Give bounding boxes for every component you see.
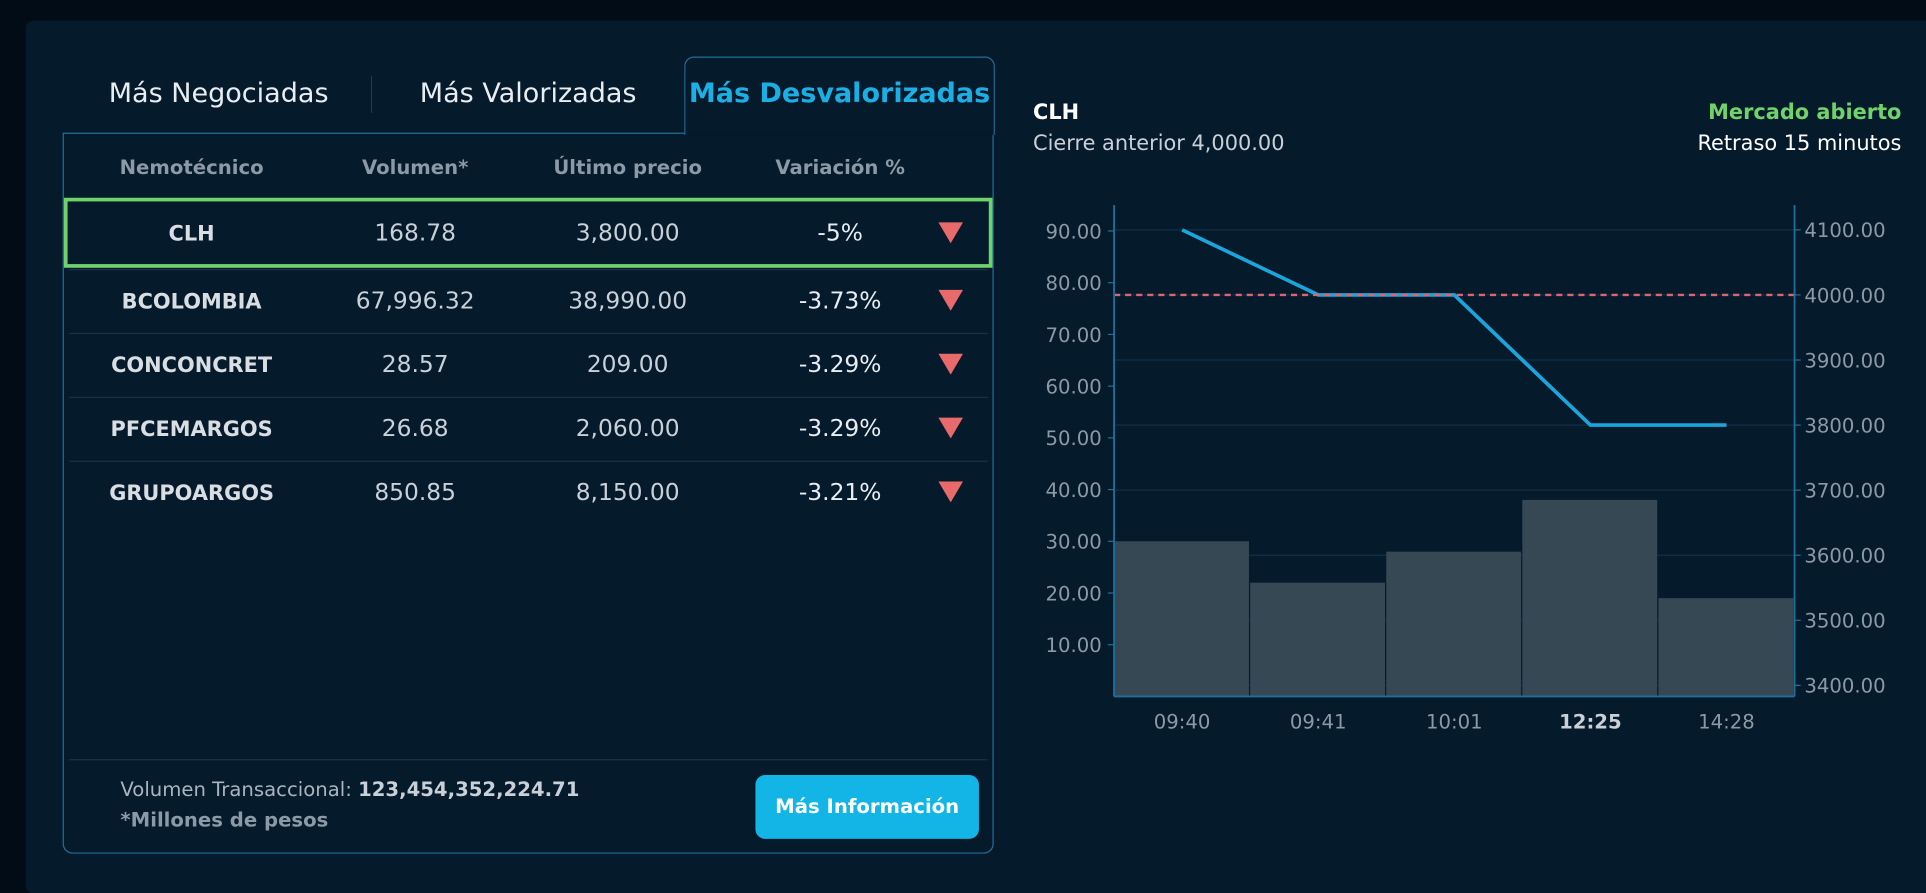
row-separator — [68, 268, 988, 271]
row-separator — [68, 460, 988, 462]
y2-tick-label: 3500.00 — [1804, 610, 1885, 633]
row-separator — [68, 332, 988, 335]
table-cell: BCOLOMBIA — [121, 289, 262, 315]
x-tick-label: 09:41 — [1290, 710, 1347, 733]
down-arrow — [938, 353, 963, 375]
footer-divider — [68, 759, 988, 761]
ticker: CLH — [1033, 100, 1080, 126]
table-cell: -5% — [817, 219, 863, 247]
table-cell: 67,996.32 — [355, 287, 475, 315]
volume-note: *Millones de pesos — [120, 808, 329, 832]
table-cell: CLH — [168, 222, 215, 247]
y-tick-label: 10.00 — [1046, 634, 1102, 657]
down-arrow — [938, 222, 963, 244]
y2-tick-label: 4000.00 — [1804, 284, 1885, 307]
y2-tick-label: 3700.00 — [1804, 480, 1885, 503]
table-cell: PFCEMARGOS — [110, 417, 273, 443]
table-cell: 3,800.00 — [575, 219, 680, 247]
tab[interactable]: Más Desvalorizadas — [688, 78, 991, 110]
y-tick-label: 80.00 — [1046, 272, 1102, 295]
y2-tick-label: 4100.00 — [1804, 219, 1885, 242]
table-cell: 38,990.00 — [568, 287, 688, 315]
bar — [1250, 582, 1386, 697]
selected-row[interactable] — [63, 197, 993, 268]
tab-divider — [370, 76, 373, 114]
table-cell: 8,150.00 — [575, 479, 680, 507]
active-tab-frame — [684, 56, 995, 136]
table-cell: -3.21% — [798, 479, 882, 507]
table-cell: 26.68 — [381, 415, 449, 443]
volume-line: Volumen Transaccional: 123,454,352,224.7… — [120, 778, 579, 801]
table-cell: -3.73% — [798, 287, 882, 315]
price-line — [1181, 228, 1727, 427]
bar — [1522, 499, 1658, 697]
x-tick-label: 12:25 — [1559, 710, 1622, 733]
y2-tick-label: 3600.00 — [1804, 545, 1885, 568]
down-arrow — [938, 289, 963, 311]
column-header: Volumen* — [361, 155, 469, 179]
more-info-button[interactable]: Más Información — [755, 775, 979, 839]
table-cell: 168.78 — [374, 219, 456, 247]
y-tick-label: 30.00 — [1046, 531, 1102, 554]
y-tick-label: 60.00 — [1046, 376, 1102, 399]
y-tick-label: 50.00 — [1046, 427, 1102, 450]
column-header: Nemotécnico — [119, 155, 264, 179]
x-tick-label: 09:40 — [1154, 710, 1211, 733]
y-tick-label: 40.00 — [1046, 479, 1102, 502]
table-cell: GRUPOARGOS — [109, 481, 275, 507]
row-separator — [68, 396, 988, 398]
x-tick-label: 14:28 — [1698, 710, 1755, 733]
table-cell: -3.29% — [798, 415, 882, 443]
bar — [1114, 541, 1249, 697]
volume-value: 123,454,352,224.71 — [358, 777, 580, 801]
column-header: Último precio — [553, 155, 702, 179]
table-cell: -3.29% — [798, 351, 882, 379]
bar — [1386, 551, 1522, 697]
delay: Retraso 15 minutos — [1697, 131, 1902, 156]
table-cell: 850.85 — [374, 479, 456, 507]
x-tick-label: 10:01 — [1426, 710, 1483, 733]
y2-tick-label: 3800.00 — [1804, 414, 1885, 437]
bar — [1658, 598, 1794, 697]
volume-label: Volumen Transaccional: — [120, 777, 352, 801]
tab[interactable]: Más Negociadas — [108, 78, 329, 110]
table-box — [62, 132, 994, 854]
y-tick-label: 70.00 — [1046, 324, 1102, 347]
table-cell: CONCONCRET — [111, 353, 273, 379]
down-arrow — [938, 417, 963, 439]
table-cell: 209.00 — [586, 351, 669, 379]
market-status: Mercado abierto — [1708, 100, 1902, 126]
y-tick-label: 90.00 — [1046, 220, 1102, 243]
tab[interactable]: Más Valorizadas — [419, 78, 637, 110]
y2-tick-label: 3900.00 — [1804, 349, 1885, 372]
y-tick-label: 20.00 — [1046, 582, 1102, 605]
column-header: Variación % — [775, 155, 905, 179]
previous-close: Cierre anterior 4,000.00 — [1033, 131, 1285, 156]
down-arrow — [938, 481, 963, 503]
panel — [25, 20, 1926, 893]
table-cell: 28.57 — [381, 351, 449, 379]
y2-tick-label: 3400.00 — [1804, 675, 1885, 698]
table-cell: 2,060.00 — [575, 415, 680, 443]
